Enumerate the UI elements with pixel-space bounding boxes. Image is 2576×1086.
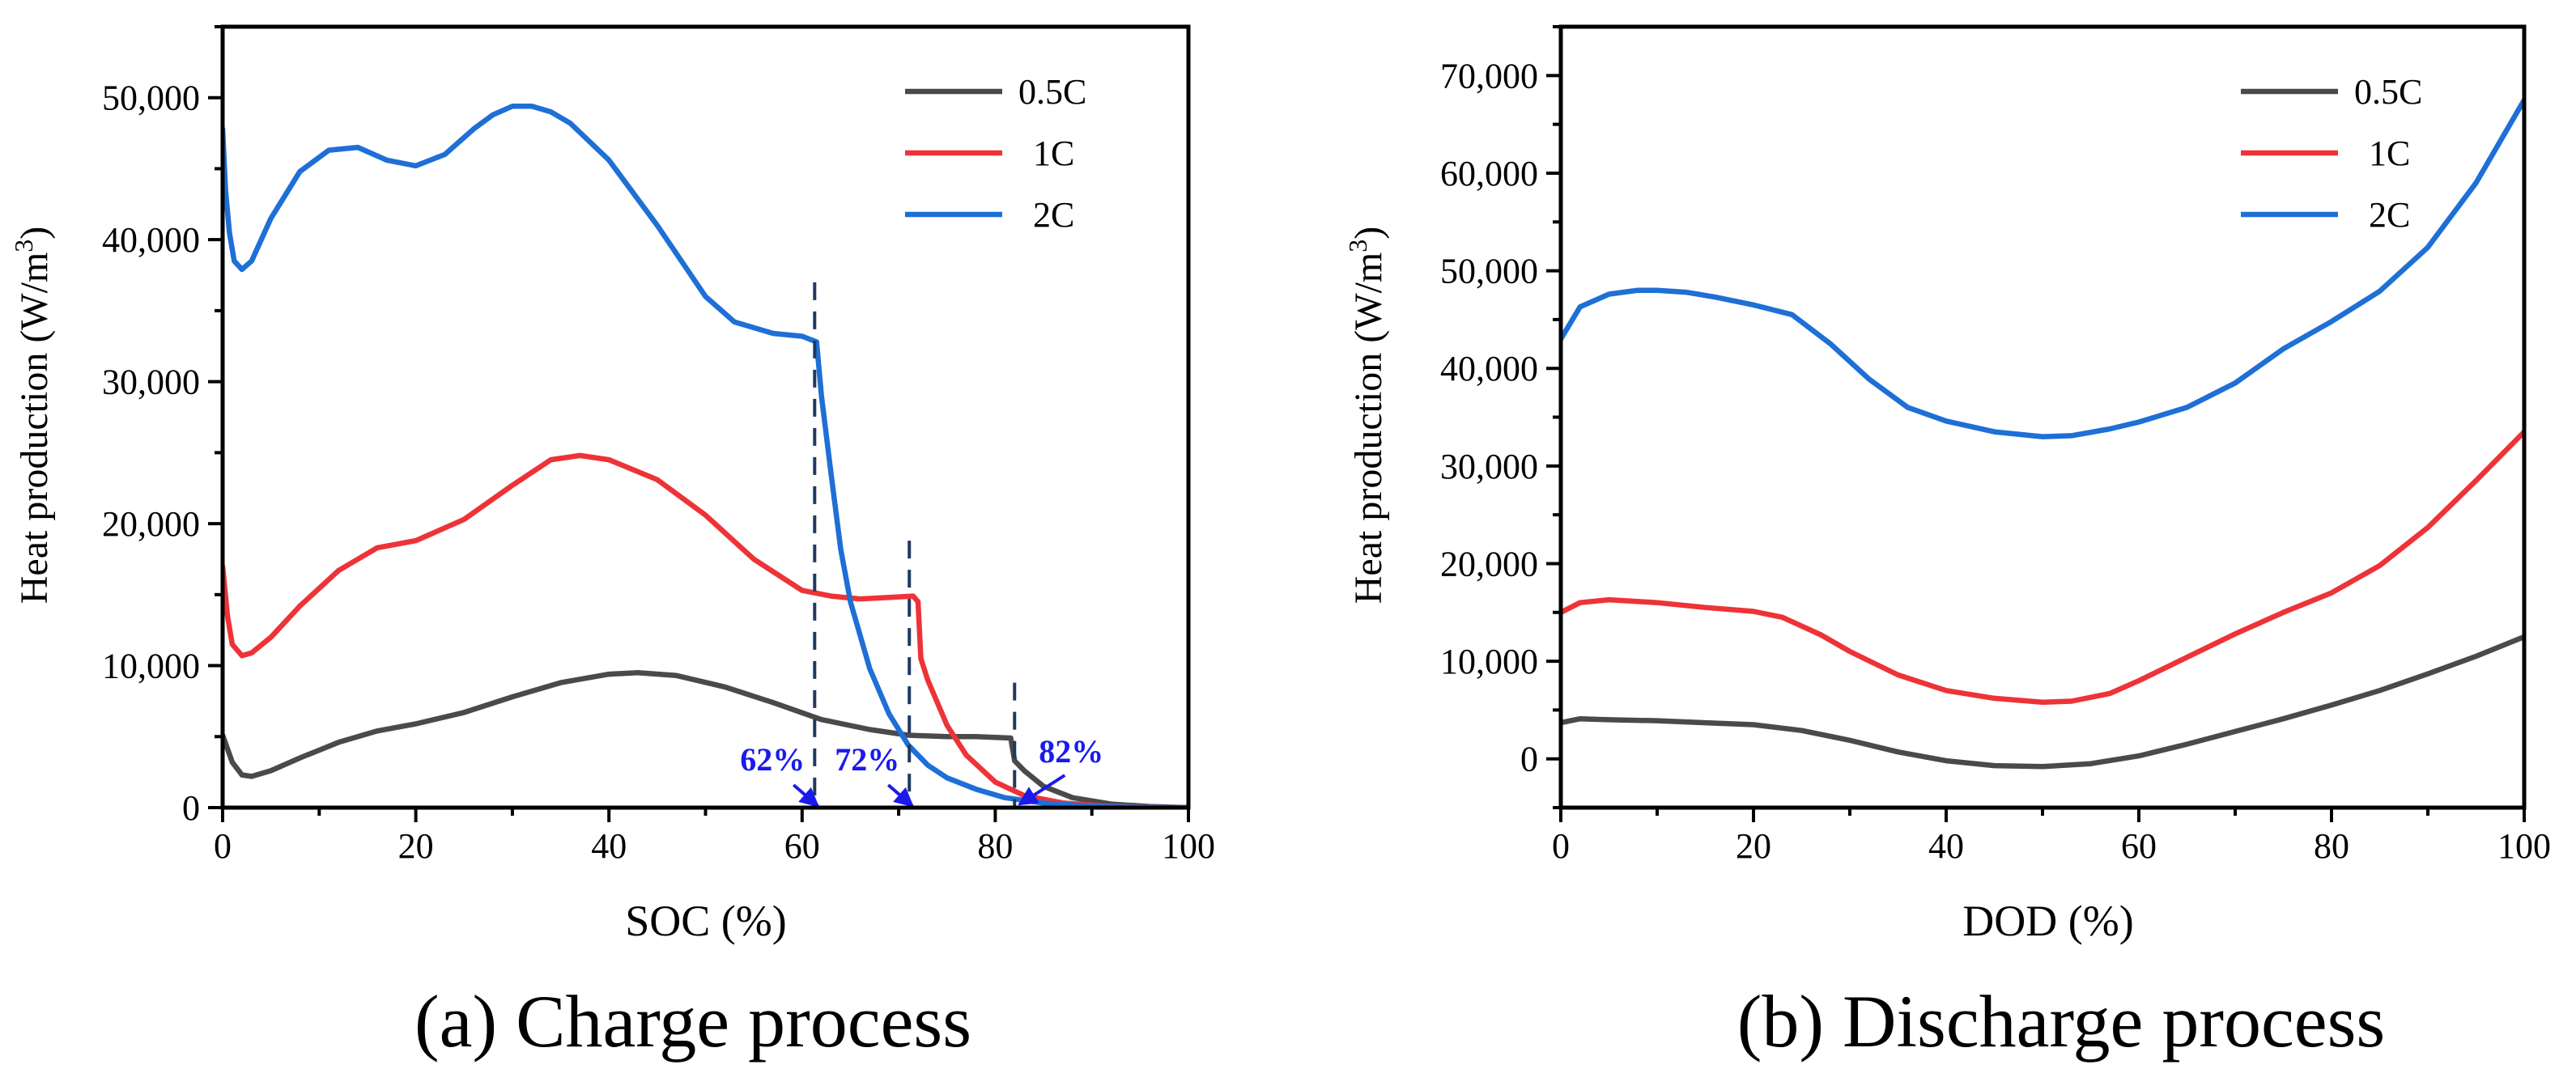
marker-arrow — [1018, 774, 1066, 806]
x-tick-label: 60 — [2121, 826, 2157, 866]
y-tick-label: 30,000 — [1440, 447, 1538, 486]
legend-label: 2C — [2369, 195, 2410, 235]
chart-caption: (a) Charge process — [414, 980, 971, 1063]
x-tick-label: 80 — [2314, 826, 2349, 866]
y-tick-label: 50,000 — [102, 78, 200, 118]
y-tick-label: 10,000 — [1440, 642, 1538, 681]
legend-label: 0.5C — [2354, 72, 2422, 112]
legend-label: 0.5C — [1018, 72, 1086, 112]
chart-discharge-process: Heat production (W/m3) DOD (%) (b) Disch… — [1343, 24, 2551, 1063]
x-tick-label: 100 — [1162, 826, 1215, 866]
marker-arrow — [792, 783, 820, 808]
y-axis-label: Heat production (W/m3) — [9, 227, 56, 605]
x-axis-label: DOD (%) — [1962, 897, 2133, 945]
y-tick-label: 70,000 — [1440, 56, 1538, 95]
series-line-2c — [1561, 97, 2524, 439]
y-tick-label: 20,000 — [1440, 544, 1538, 583]
y-axis-label: Heat production (W/m3) — [1343, 227, 1390, 605]
legend: 0.5C 1C 2C — [2241, 72, 2422, 235]
legend: 0.5C 1C 2C — [905, 72, 1086, 235]
legend-label: 1C — [1033, 134, 1074, 173]
series-line-1c — [1561, 429, 2524, 705]
x-tick-label: 60 — [784, 826, 820, 866]
x-tick-label: 40 — [1928, 826, 1964, 866]
chart-charge-process: Heat production (W/m3) SOC (%) (a) Charg… — [9, 24, 1215, 1063]
x-tick-label: 100 — [2497, 826, 2551, 866]
y-tick-label: 60,000 — [1440, 154, 1538, 193]
x-tick-label: 0 — [214, 826, 232, 866]
x-tick-label: 40 — [591, 826, 627, 866]
y-tick-label: 20,000 — [102, 504, 200, 544]
marker-arrow — [886, 783, 915, 808]
marker-label: 62% — [740, 741, 805, 778]
y-tick-label: 30,000 — [102, 363, 200, 402]
y-tick-label: 10,000 — [102, 647, 200, 686]
series-line-1c — [223, 452, 1188, 808]
y-tick-label: 50,000 — [1440, 252, 1538, 291]
chart-caption: (b) Discharge process — [1737, 980, 2385, 1063]
y-tick-label: 0 — [182, 788, 200, 828]
series-line-2c — [223, 104, 1188, 808]
series-line-0.5c — [223, 670, 1188, 808]
x-tick-label: 80 — [977, 826, 1013, 866]
y-tick-label: 0 — [1520, 740, 1538, 779]
legend-label: 2C — [1033, 195, 1074, 235]
y-tick-label: 40,000 — [102, 220, 200, 260]
series-line-0.5c — [1561, 634, 2524, 770]
y-tick-label: 40,000 — [1440, 349, 1538, 388]
x-tick-label: 20 — [398, 826, 434, 866]
marker-label: 82% — [1039, 733, 1103, 770]
x-axis-label: SOC (%) — [625, 897, 787, 945]
x-tick-label: 0 — [1552, 826, 1570, 866]
x-tick-label: 20 — [1736, 826, 1771, 866]
marker-label: 72% — [835, 741, 899, 778]
legend-label: 1C — [2369, 134, 2410, 173]
